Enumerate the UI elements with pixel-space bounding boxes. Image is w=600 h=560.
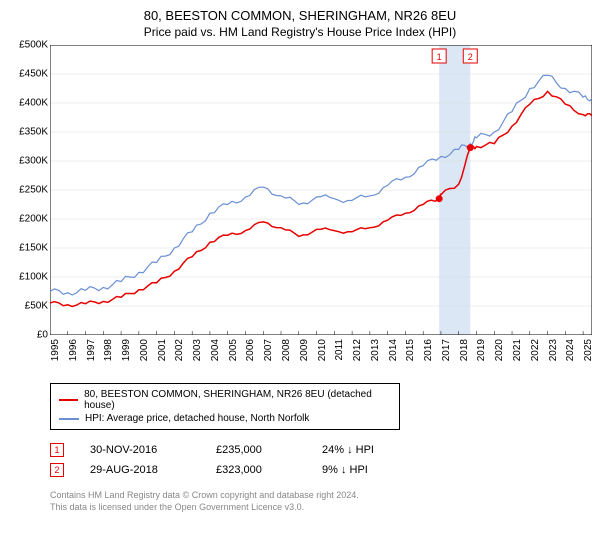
- sale-row: 2 29-AUG-2018 £323,000 9% ↓ HPI: [50, 460, 550, 480]
- y-tick-label: £150K: [19, 243, 48, 254]
- legend-row: HPI: Average price, detached house, Nort…: [59, 412, 391, 425]
- y-tick-label: £300K: [19, 156, 48, 167]
- y-tick-label: £0: [37, 330, 48, 341]
- x-tick-label: 1996: [68, 339, 79, 361]
- x-tick-label: 2009: [299, 339, 310, 361]
- x-tick-label: 2010: [317, 339, 328, 361]
- x-tick-label: 2015: [405, 339, 416, 361]
- x-tick-label: 2001: [157, 339, 168, 361]
- title-main: 80, BEESTON COMMON, SHERINGHAM, NR26 8EU: [8, 8, 592, 23]
- x-tick-label: 2016: [423, 339, 434, 361]
- x-tick-label: 1995: [50, 339, 61, 361]
- legend-swatch: [59, 418, 79, 420]
- y-tick-label: £350K: [19, 127, 48, 138]
- x-tick-label: 2021: [512, 339, 523, 361]
- legend-label: 80, BEESTON COMMON, SHERINGHAM, NR26 8EU…: [84, 389, 391, 411]
- x-tick-label: 2018: [459, 339, 470, 361]
- x-tick-label: 1998: [103, 339, 114, 361]
- attribution: Contains HM Land Registry data © Crown c…: [50, 490, 592, 513]
- chart-svg: 12: [50, 45, 592, 335]
- x-tick-label: 2020: [494, 339, 505, 361]
- sale-marker: 1: [50, 443, 64, 457]
- y-tick-label: £250K: [19, 185, 48, 196]
- x-tick-label: 1999: [121, 339, 132, 361]
- x-tick-label: 1997: [86, 339, 97, 361]
- legend-label: HPI: Average price, detached house, Nort…: [85, 413, 309, 424]
- sale-marker: 2: [50, 463, 64, 477]
- x-tick-label: 2003: [192, 339, 203, 361]
- attribution-line: Contains HM Land Registry data © Crown c…: [50, 490, 592, 502]
- y-tick-label: £100K: [19, 272, 48, 283]
- y-tick-label: £500K: [19, 40, 48, 51]
- x-tick-label: 2022: [530, 339, 541, 361]
- x-tick-label: 2013: [370, 339, 381, 361]
- x-tick-label: 2017: [441, 339, 452, 361]
- sale-table: 1 30-NOV-2016 £235,000 24% ↓ HPI 2 29-AU…: [50, 440, 550, 480]
- sale-delta: 9% ↓ HPI: [322, 464, 412, 476]
- legend-row: 80, BEESTON COMMON, SHERINGHAM, NR26 8EU…: [59, 388, 391, 412]
- sale-date: 30-NOV-2016: [90, 444, 190, 456]
- chart-container: 80, BEESTON COMMON, SHERINGHAM, NR26 8EU…: [8, 8, 592, 513]
- legend: 80, BEESTON COMMON, SHERINGHAM, NR26 8EU…: [50, 383, 400, 430]
- svg-text:1: 1: [437, 52, 442, 62]
- svg-text:2: 2: [468, 52, 473, 62]
- legend-swatch: [59, 399, 78, 401]
- x-tick-label: 2023: [548, 339, 559, 361]
- attribution-line: This data is licensed under the Open Gov…: [50, 502, 592, 514]
- sale-price: £235,000: [216, 444, 296, 456]
- y-tick-label: £50K: [25, 301, 48, 312]
- x-axis: 1995 1996 1997 1998 1999 2000 2001 2002 2003 2004…: [50, 335, 592, 375]
- sale-delta: 24% ↓ HPI: [322, 444, 412, 456]
- x-tick-label: 2011: [334, 339, 345, 361]
- x-tick-label: 2000: [139, 339, 150, 361]
- sale-price: £323,000: [216, 464, 296, 476]
- x-tick-label: 2004: [210, 339, 221, 361]
- x-tick-label: 2007: [263, 339, 274, 361]
- y-tick-label: £450K: [19, 69, 48, 80]
- x-tick-label: 2024: [565, 339, 576, 361]
- plot-area: £0 £50K £100K £150K £200K £250K £300K £350K £400…: [8, 45, 592, 375]
- sale-date: 29-AUG-2018: [90, 464, 190, 476]
- x-tick-label: 2005: [228, 339, 239, 361]
- x-tick-label: 2025: [583, 339, 594, 361]
- x-tick-label: 2019: [476, 339, 487, 361]
- y-axis: £0£50K£100K£150K£200K£250K£300K£350K£400…: [8, 45, 50, 335]
- title-block: 80, BEESTON COMMON, SHERINGHAM, NR26 8EU…: [8, 8, 592, 39]
- x-tick-label: 2012: [352, 339, 363, 361]
- y-tick-label: £200K: [19, 214, 48, 225]
- x-tick-label: 2006: [245, 339, 256, 361]
- x-tick-label: 2008: [281, 339, 292, 361]
- sale-row: 1 30-NOV-2016 £235,000 24% ↓ HPI: [50, 440, 550, 460]
- x-tick-label: 2014: [388, 339, 399, 361]
- title-sub: Price paid vs. HM Land Registry's House …: [8, 25, 592, 39]
- y-tick-label: £400K: [19, 98, 48, 109]
- x-tick-label: 2002: [174, 339, 185, 361]
